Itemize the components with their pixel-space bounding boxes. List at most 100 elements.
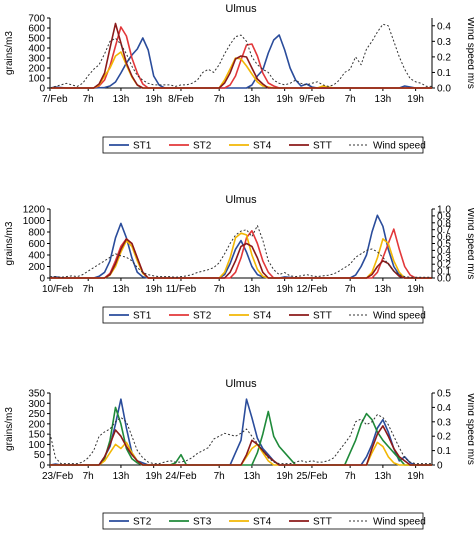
series-line-stt (50, 238, 432, 279)
series-group (49, 398, 432, 466)
y2-tick-label: 0.8 (437, 218, 451, 229)
x-tick-label: 7h (214, 94, 225, 105)
y-tick-label: 1000 (23, 216, 46, 227)
legend-label: ST2 (133, 517, 152, 528)
y2-tick-label: 0.4 (437, 246, 451, 257)
y-tick-label: 150 (28, 430, 45, 441)
x-tick-label: 7h (345, 471, 356, 482)
x-tick-label: 7h (83, 94, 94, 105)
y-tick-label: 200 (28, 419, 45, 430)
y-axis-label: grains/m3 (4, 31, 15, 75)
y-tick-label: 1200 (23, 205, 46, 216)
y-tick-label: 50 (34, 450, 46, 461)
y2-tick-label: 0.4 (437, 403, 451, 414)
y-tick-label: 600 (28, 24, 45, 35)
x-tick-label: 13h (113, 94, 130, 105)
legend-label: ST1 (133, 141, 152, 152)
x-tick-label: 7h (345, 94, 356, 105)
y-tick-label: 200 (28, 262, 45, 273)
chart-title: Ulmus (225, 3, 257, 15)
legend-label: ST2 (193, 141, 212, 152)
x-tick-label: 13h (244, 94, 261, 105)
series-line-wind-speed (49, 414, 432, 465)
chart-title: Ulmus (225, 194, 257, 206)
y-tick-label: 100 (28, 74, 45, 85)
legend-label: STT (313, 517, 332, 528)
legend-label: Wind speed (373, 311, 426, 322)
y-tick-label: 400 (28, 251, 45, 262)
y2-tick-label: 0 (437, 461, 443, 472)
x-tick-label: 19h (407, 471, 424, 482)
legend-label: STT (313, 141, 332, 152)
x-tick-label: 19h (407, 284, 424, 295)
y2-tick-label: 0.1 (437, 68, 451, 79)
legend-label: ST4 (253, 311, 272, 322)
legend-label: ST3 (193, 517, 212, 528)
y2-tick-label: 0.5 (437, 239, 451, 250)
y-tick-label: 600 (28, 239, 45, 250)
series-line-wind-speed (50, 225, 432, 278)
x-tick-label: 7h (345, 284, 356, 295)
y2-tick-label: 1.0 (437, 205, 451, 216)
legend-label: Wind speed (373, 141, 426, 152)
y-tick-label: 350 (28, 389, 45, 400)
x-tick-label: 11/Feb (166, 284, 197, 295)
legend-box (102, 306, 424, 324)
y2-tick-label: 0.1 (437, 446, 451, 457)
x-tick-label: 19h (276, 471, 293, 482)
x-tick-label: 9/Feb (299, 94, 325, 105)
series-line-st1 (49, 34, 432, 89)
x-tick-label: 10/Feb (42, 284, 74, 295)
x-tick-label: 7/Feb (42, 94, 68, 105)
chart-title: Ulmus (225, 378, 257, 390)
x-tick-label: 19h (145, 471, 162, 482)
y-axis-label: grains/m3 (4, 221, 15, 265)
y2-tick-label: 0.3 (437, 417, 451, 428)
x-tick-label: 7h (214, 284, 225, 295)
chart-panel-2: Ulmus0200400600800100012000.00.10.20.30.… (4, 194, 474, 324)
series-line-st2 (49, 398, 432, 466)
legend: ST2 ST3 ST4 STT Wind speed (102, 512, 426, 530)
x-tick-label: 7h (83, 471, 94, 482)
series-group (49, 22, 432, 89)
x-tick-label: 19h (145, 284, 162, 295)
y-tick-label: 400 (28, 44, 45, 55)
x-tick-label: 19h (145, 94, 162, 105)
legend: ST1 ST2 ST4 STT Wind speed (102, 306, 426, 324)
y-tick-label: 250 (28, 409, 45, 420)
y-tick-label: 500 (28, 34, 45, 45)
y2-tick-label: 0.1 (437, 267, 451, 278)
x-tick-label: 19h (276, 94, 293, 105)
x-tick-label: 8/Feb (168, 94, 194, 105)
y-tick-label: 0 (39, 461, 45, 472)
x-tick-label: 13h (244, 284, 261, 295)
y2-tick-label: 0.0 (437, 274, 451, 285)
y2-axis-label: Wind speed m/s (465, 393, 474, 465)
x-tick-label: 7h (83, 284, 94, 295)
series-line-st1 (49, 214, 432, 279)
x-tick-label: 25/Feb (296, 471, 328, 482)
series-group (49, 214, 432, 279)
x-tick-label: 13h (375, 284, 392, 295)
series-line-stt (50, 425, 432, 466)
legend-label: Wind speed (373, 517, 426, 528)
legend-box (102, 136, 424, 154)
series-line-st4 (50, 232, 432, 279)
y-tick-label: 300 (28, 399, 45, 410)
y-axis-label: grains/m3 (4, 407, 15, 451)
y2-axis-label: Wind speed m/s (465, 208, 474, 280)
series-line-st4 (50, 441, 432, 466)
series-line-stt (50, 22, 432, 89)
y2-tick-label: 0.9 (437, 211, 451, 222)
y-tick-label: 100 (28, 440, 45, 451)
y2-tick-label: 0.6 (437, 232, 451, 243)
x-tick-label: 13h (113, 471, 130, 482)
legend-label: STT (313, 311, 332, 322)
x-tick-label: 13h (113, 284, 130, 295)
y-tick-label: 300 (28, 54, 45, 65)
y-tick-label: 700 (28, 14, 45, 25)
x-tick-label: 13h (375, 94, 392, 105)
y2-tick-label: 0.2 (437, 260, 451, 271)
